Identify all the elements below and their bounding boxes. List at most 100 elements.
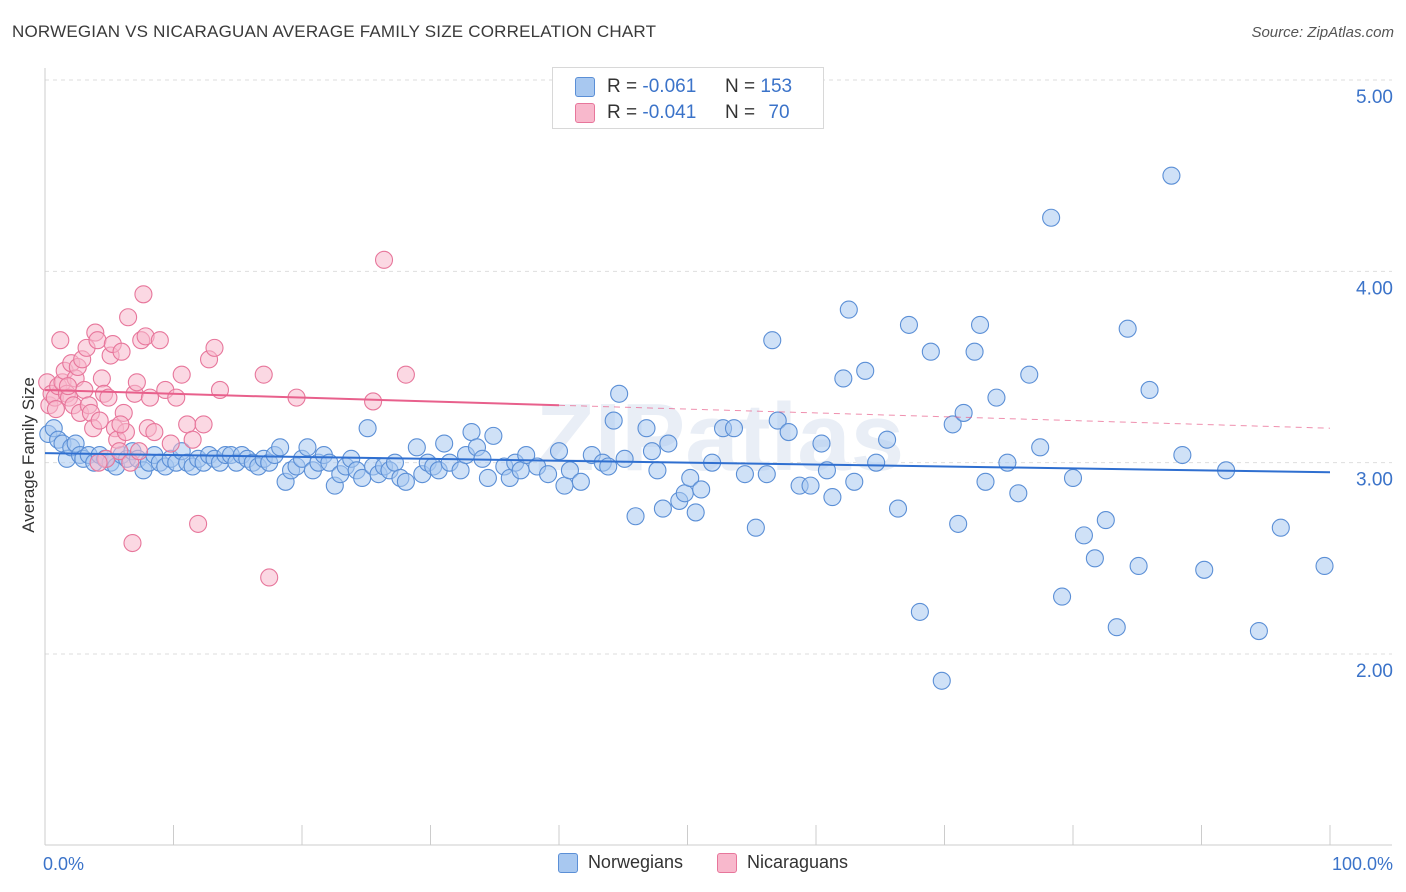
stat-legend-row-norwegians: R = -0.061 N = 153 [575, 74, 792, 100]
norwegian-point-143 [1009, 484, 1028, 503]
nicaraguan-point-47 [140, 388, 160, 407]
stat-legend: R = -0.061 N = 153 R = -0.041 N = 70 [552, 67, 824, 129]
norwegian-point-104 [659, 434, 678, 453]
nicaraguan-point-61 [254, 365, 273, 384]
norwegian-point-65 [385, 453, 405, 472]
norwegian-point-150 [1085, 549, 1104, 568]
norwegian-point-151 [1096, 511, 1115, 530]
nicaraguan-point-52 [167, 388, 186, 407]
norwegian-point-154 [1129, 556, 1148, 576]
nicaraguan-point-33 [110, 442, 129, 461]
norwegian-point-81 [484, 426, 503, 445]
nicaraguan-point-24 [90, 411, 109, 430]
norwegian-point-123 [823, 488, 842, 507]
nicaraguan-point-6 [51, 331, 70, 350]
norwegian-point-103 [653, 499, 672, 518]
norwegian-point-77 [462, 423, 481, 442]
stat-legend-row-nicaraguans: R = -0.041 N = 70 [575, 100, 790, 126]
nicaraguan-point-62 [260, 568, 279, 587]
y-tick-label-3: 5.00 [1356, 87, 1393, 108]
nicaraguan-point-34 [112, 342, 131, 361]
norwegian-point-115 [757, 465, 776, 484]
nicaraguan-point-37 [119, 308, 138, 327]
norwegian-point-162 [1315, 556, 1334, 576]
norwegian-point-92 [571, 472, 590, 491]
norwegian-point-126 [845, 472, 864, 491]
stat-r-nicaraguans: R = -0.041 [607, 102, 697, 123]
nicaraguans-swatch [575, 103, 595, 123]
norwegian-point-97 [610, 384, 629, 403]
x-tick-label-1: 100.0% [1332, 854, 1393, 874]
norwegian-point-99 [626, 507, 645, 526]
gridlines [45, 79, 1392, 655]
norwegian-point-89 [549, 442, 569, 461]
nicaraguan-point-44 [134, 285, 153, 304]
norwegian-point-96 [604, 411, 623, 430]
norwegian-point-160 [1249, 621, 1268, 641]
norwegian-point-122 [817, 461, 836, 480]
norwegian-point-135 [943, 415, 962, 434]
norwegian-point-130 [888, 499, 908, 518]
nicaraguan-point-68 [89, 453, 108, 472]
nicaraguan-point-51 [161, 434, 180, 453]
norwegian-point-125 [839, 300, 858, 319]
norwegian-point-144 [1020, 365, 1039, 384]
stat-n-nicaraguans: N = 70 [725, 102, 790, 123]
legend-swatch-nicaraguans [716, 852, 737, 873]
nicaraguan-point-65 [374, 250, 394, 269]
norwegian-point-116 [763, 331, 782, 350]
norwegian-point-132 [910, 602, 929, 621]
trend-line-norwegians [44, 452, 1331, 474]
nicaraguan-point-41 [127, 373, 146, 392]
trend-lines [44, 388, 1331, 474]
series-norwegians [39, 166, 1334, 690]
source-label: Source: ZipAtlas.com [1251, 24, 1394, 41]
norwegian-point-113 [735, 465, 754, 484]
trend-line-nicaraguans [44, 388, 560, 407]
legend-item-nicaraguans[interactable]: Nicaraguans [716, 852, 848, 873]
y-tick-label-1: 3.00 [1356, 470, 1393, 491]
nicaraguan-point-64 [364, 392, 383, 411]
norwegian-point-161 [1271, 518, 1290, 537]
norwegian-point-101 [642, 442, 662, 461]
norwegian-point-67 [396, 472, 415, 491]
norwegian-point-73 [435, 434, 454, 453]
nicaraguan-point-69 [111, 415, 130, 434]
norwegian-point-60 [358, 419, 377, 438]
nicaraguan-point-4 [46, 400, 65, 419]
y-tick-label-0: 2.00 [1356, 661, 1393, 682]
norwegian-point-80 [478, 468, 497, 488]
x-tick-label-0: 0.0% [43, 854, 84, 874]
norwegian-point-128 [867, 453, 886, 472]
norwegian-point-124 [834, 369, 853, 388]
legend-item-norwegians[interactable]: Norwegians [557, 852, 683, 873]
watermark: ZIPatlas [536, 384, 904, 491]
norwegian-point-117 [768, 411, 787, 430]
norwegian-point-156 [1162, 166, 1181, 185]
norwegian-point-145 [1031, 438, 1050, 457]
nicaraguan-point-39 [123, 533, 142, 553]
nicaraguan-point-25 [92, 369, 111, 388]
stat-n-norwegians: N = 153 [725, 76, 793, 97]
norwegian-point-85 [511, 461, 530, 480]
chart-title: NORWEGIAN VS NICARAGUAN AVERAGE FAMILY S… [12, 22, 657, 41]
nicaraguan-point-67 [58, 377, 78, 396]
norwegian-point-137 [954, 403, 973, 422]
norwegian-point-140 [976, 472, 995, 491]
norwegian-point-134 [932, 671, 951, 690]
norwegian-point-114 [746, 518, 765, 537]
norwegian-point-155 [1140, 380, 1159, 400]
nicaraguan-point-28 [99, 388, 118, 407]
norwegian-point-109 [692, 480, 711, 499]
nicaraguan-point-53 [172, 365, 191, 384]
nicaraguan-point-59 [205, 338, 224, 357]
nicaraguan-point-42 [130, 442, 149, 461]
norwegian-point-133 [921, 342, 940, 361]
norwegian-point-121 [812, 434, 831, 453]
norwegian-point-118 [779, 423, 798, 442]
norwegian-point-148 [1063, 468, 1083, 488]
norwegian-point-88 [539, 465, 558, 484]
norwegian-point-120 [801, 476, 820, 495]
norwegian-point-136 [949, 514, 968, 533]
